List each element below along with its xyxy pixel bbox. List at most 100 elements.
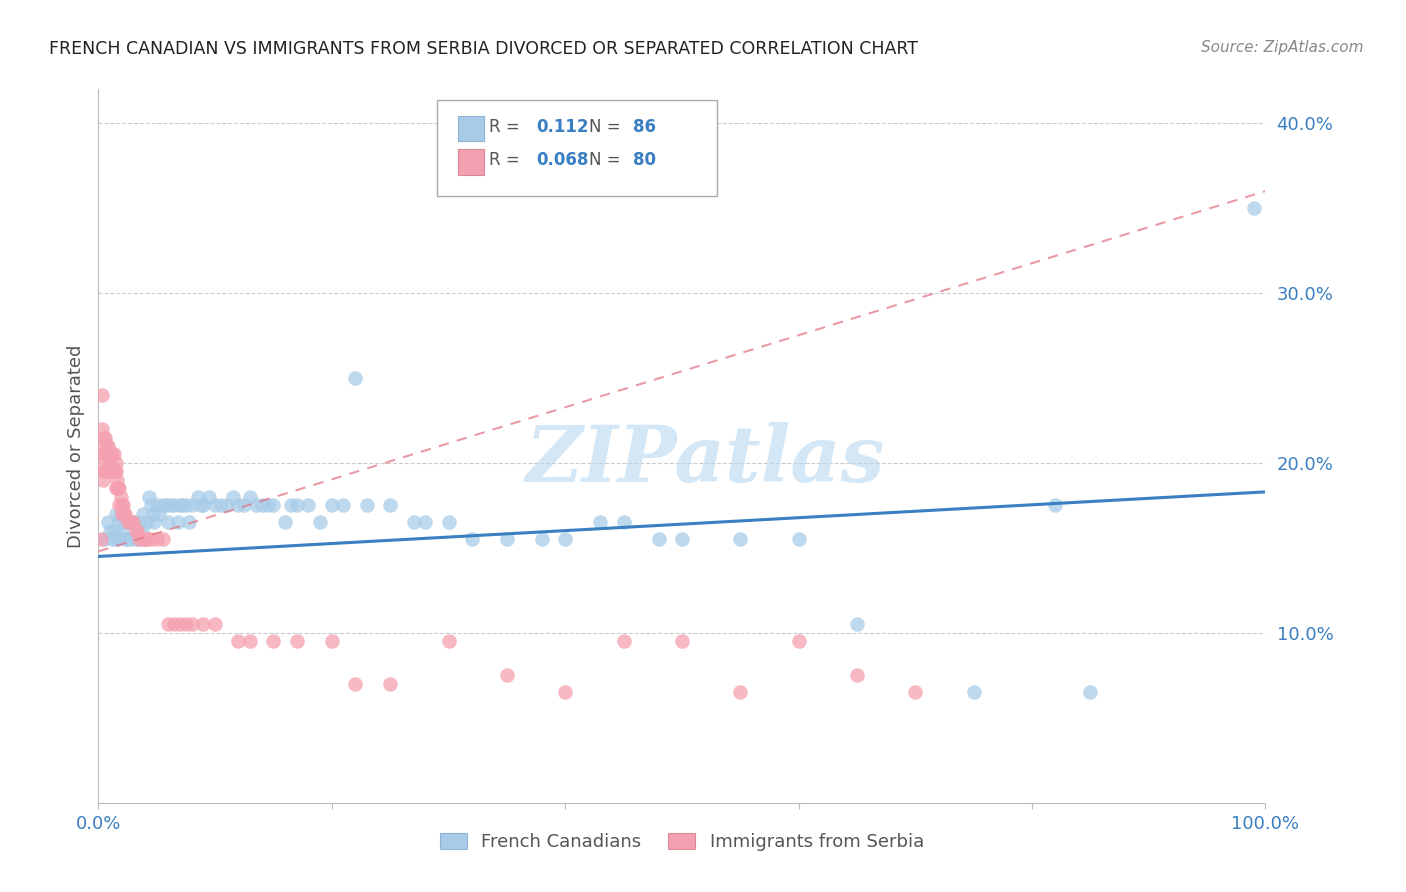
Y-axis label: Divorced or Separated: Divorced or Separated bbox=[66, 344, 84, 548]
Point bbox=[174, 499, 197, 513]
Point bbox=[91, 473, 114, 487]
Point bbox=[120, 516, 142, 530]
Point bbox=[104, 482, 127, 496]
Point bbox=[152, 499, 174, 513]
Point bbox=[125, 524, 148, 538]
Point bbox=[105, 482, 128, 496]
Point bbox=[111, 499, 134, 513]
Point bbox=[104, 533, 127, 547]
Point bbox=[496, 533, 519, 547]
Point bbox=[128, 516, 150, 530]
Point bbox=[146, 499, 169, 513]
Point bbox=[321, 499, 343, 513]
Point bbox=[239, 634, 262, 648]
Point bbox=[91, 456, 114, 470]
Point bbox=[90, 422, 112, 436]
Point bbox=[647, 533, 669, 547]
Point bbox=[98, 465, 121, 479]
Point bbox=[104, 456, 127, 470]
Point bbox=[172, 499, 194, 513]
Text: Source: ZipAtlas.com: Source: ZipAtlas.com bbox=[1201, 40, 1364, 55]
Point bbox=[139, 533, 162, 547]
Point bbox=[309, 516, 332, 530]
Point bbox=[139, 499, 162, 513]
Point bbox=[204, 617, 226, 632]
Point bbox=[148, 507, 170, 521]
Point bbox=[187, 490, 209, 504]
Point bbox=[111, 499, 134, 513]
Point bbox=[530, 533, 553, 547]
Point bbox=[285, 634, 308, 648]
Point bbox=[262, 634, 284, 648]
FancyBboxPatch shape bbox=[437, 100, 717, 196]
Point bbox=[437, 516, 460, 530]
Point bbox=[96, 448, 118, 462]
Point bbox=[90, 533, 112, 547]
Point bbox=[413, 516, 436, 530]
Point bbox=[228, 499, 250, 513]
Point bbox=[131, 524, 153, 538]
Point bbox=[112, 516, 135, 530]
Point bbox=[117, 516, 139, 530]
Point bbox=[209, 499, 232, 513]
Point bbox=[97, 465, 120, 479]
Point bbox=[93, 439, 115, 453]
Point bbox=[180, 617, 202, 632]
Point bbox=[143, 516, 166, 530]
Point bbox=[245, 499, 267, 513]
Point bbox=[136, 516, 159, 530]
Point bbox=[169, 499, 191, 513]
Point bbox=[107, 482, 129, 496]
Point bbox=[93, 430, 115, 444]
Point bbox=[120, 533, 142, 547]
Point bbox=[262, 499, 284, 513]
Point bbox=[104, 465, 127, 479]
Point bbox=[344, 371, 367, 385]
Point bbox=[730, 533, 752, 547]
Point bbox=[1243, 201, 1265, 215]
Point bbox=[136, 533, 159, 547]
Point bbox=[274, 516, 297, 530]
Point bbox=[1080, 685, 1102, 699]
Point bbox=[193, 499, 215, 513]
Point bbox=[461, 533, 484, 547]
Point bbox=[111, 507, 134, 521]
Point bbox=[142, 507, 165, 521]
Point bbox=[190, 499, 212, 513]
Point bbox=[613, 634, 636, 648]
Point bbox=[157, 617, 180, 632]
Point bbox=[94, 430, 117, 444]
Point bbox=[180, 499, 202, 513]
Point bbox=[108, 516, 131, 530]
Point bbox=[163, 499, 186, 513]
Point bbox=[97, 448, 120, 462]
Point bbox=[114, 533, 136, 547]
Point bbox=[98, 456, 121, 470]
Point bbox=[118, 516, 141, 530]
Point bbox=[103, 465, 125, 479]
Point bbox=[787, 533, 810, 547]
Point bbox=[117, 516, 139, 530]
Point bbox=[496, 668, 519, 682]
Point bbox=[114, 507, 136, 521]
Point bbox=[157, 516, 180, 530]
Point bbox=[166, 516, 188, 530]
Point bbox=[962, 685, 984, 699]
Point bbox=[110, 507, 132, 521]
Point bbox=[193, 617, 215, 632]
Point bbox=[437, 634, 460, 648]
Point bbox=[112, 507, 135, 521]
Point bbox=[179, 516, 201, 530]
Point bbox=[118, 516, 141, 530]
Point bbox=[233, 499, 256, 513]
Point bbox=[108, 482, 131, 496]
Point bbox=[332, 499, 354, 513]
Text: N =: N = bbox=[589, 152, 626, 169]
Point bbox=[93, 465, 115, 479]
Point bbox=[554, 685, 576, 699]
Point bbox=[134, 533, 156, 547]
Point bbox=[787, 634, 810, 648]
Text: R =: R = bbox=[489, 152, 526, 169]
Point bbox=[380, 677, 402, 691]
Text: ZIPatlas: ZIPatlas bbox=[526, 422, 884, 499]
